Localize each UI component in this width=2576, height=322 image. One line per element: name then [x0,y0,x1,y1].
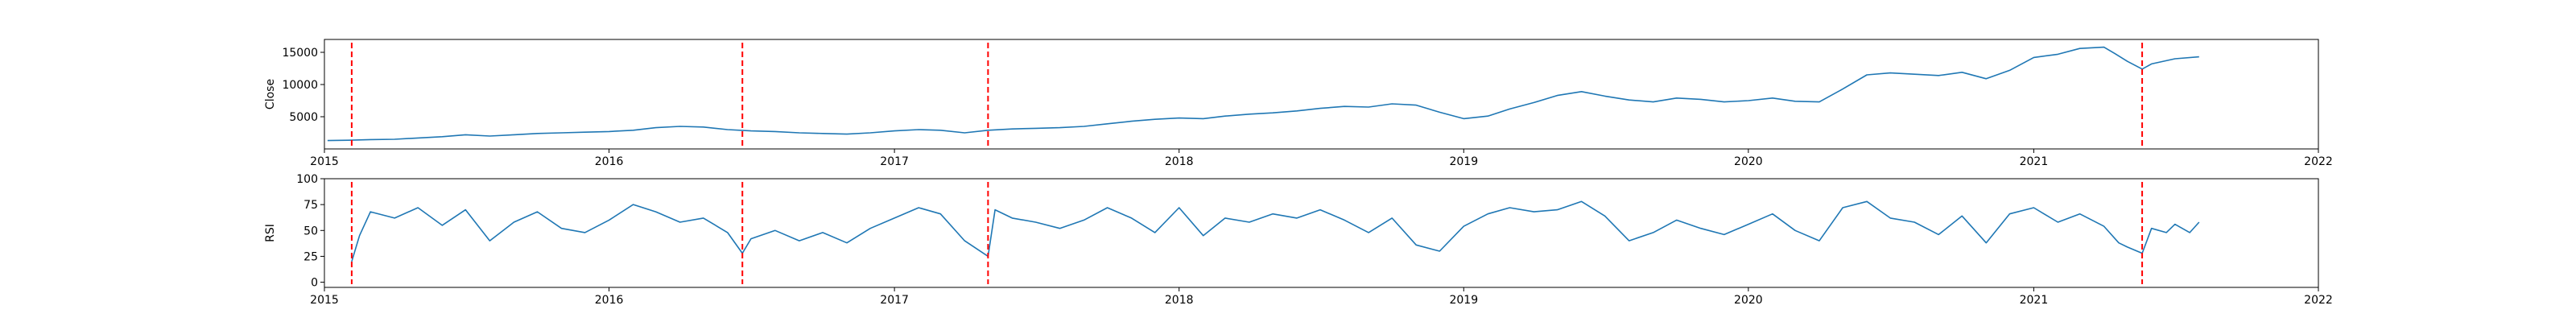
y-tick-label: 25 [303,250,318,263]
x-tick-label: 2021 [2020,155,2049,168]
y-tick-label: 10000 [282,79,318,92]
x-tick-label: 2016 [595,294,624,307]
x-tick-label: 2022 [2304,155,2333,168]
x-tick-label: 2020 [1734,294,1763,307]
x-tick-label: 2022 [2304,294,2333,307]
rsi-chart: 2015 2016 2017 2018 2019 2020 2021 2022 0 25 50 75 1… [264,173,2333,307]
y-axis-label: RSI [264,224,277,242]
y-axis-label: Close [264,79,277,109]
plot-frame [324,39,2319,150]
x-tick-label: 2017 [880,155,909,168]
series-line [327,46,2199,142]
y-tick-label: 0 [311,277,318,290]
x-tick-label: 2015 [310,155,339,168]
x-tick-label: 2018 [1165,294,1194,307]
x-tick-label: 2020 [1734,155,1763,168]
x-tick-label: 2017 [880,294,909,307]
x-tick-label: 2015 [310,294,339,307]
x-tick-label: 2019 [1449,155,1478,168]
x-tick-label: 2018 [1165,155,1194,168]
plot-frame [324,178,2319,288]
x-tick-label: 2021 [2020,294,2049,307]
series-line [351,200,2200,262]
y-tick-label: 15000 [282,47,318,60]
y-tick-label: 50 [303,225,318,237]
close-price-chart: 2015 2016 2017 2018 2019 2020 2021 2022 5000 1000… [264,39,2333,168]
y-tick-label: 5000 [289,111,318,124]
y-tick-label: 75 [303,199,318,212]
x-tick-label: 2019 [1449,294,1478,307]
y-tick-label: 100 [296,173,318,186]
x-tick-label: 2016 [595,155,624,168]
